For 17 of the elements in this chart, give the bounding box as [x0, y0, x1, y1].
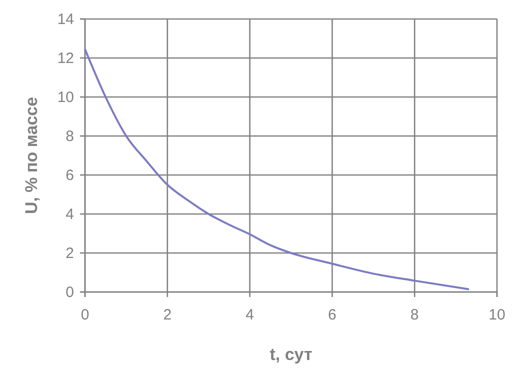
x-tick-label: 4	[246, 306, 254, 324]
x-tick-label: 8	[410, 306, 419, 324]
y-tick-label: 8	[66, 128, 74, 145]
line-series	[84, 48, 470, 290]
x-tick-label: 2	[163, 306, 172, 324]
y-tick-label: 10	[57, 88, 74, 106]
x-axis-title: t, сут	[270, 345, 312, 364]
y-tick-label: 14	[57, 10, 74, 28]
y-axis-title: U, % по массе	[22, 96, 41, 214]
y-tick-label: 4	[66, 206, 74, 223]
y-tick-label: 6	[66, 166, 74, 184]
x-tick-label: 6	[328, 306, 336, 324]
y-tick-label: 12	[57, 50, 74, 67]
y-tick-label: 2	[66, 244, 74, 262]
y-tick-label: 0	[66, 284, 74, 301]
x-tick-label: 0	[80, 306, 90, 324]
x-tick-label: 10	[488, 306, 506, 324]
